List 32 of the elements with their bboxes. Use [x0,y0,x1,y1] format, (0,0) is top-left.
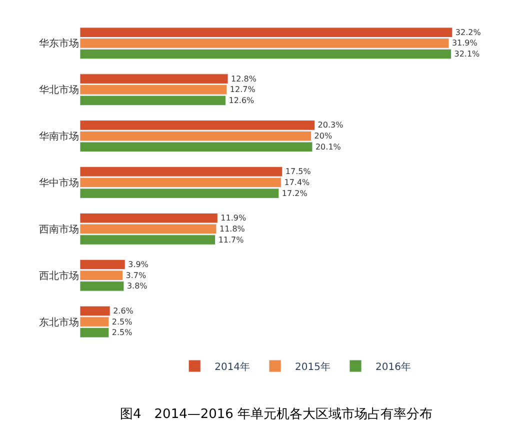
data-label: 20% [314,132,332,141]
data-label: 31.9% [452,38,478,48]
data-label: 2.6% [113,306,134,316]
data-label: 3.8% [126,282,148,291]
data-label: 3.7% [126,270,147,280]
y-tick-label: 东北市场 [39,316,79,328]
data-label: 20.1% [315,142,342,152]
data-label: 2.5% [112,317,133,326]
legend-label: 2014年 [214,360,250,373]
y-tick-label: 西北市场 [39,270,79,282]
data-label: 32.2% [455,28,482,37]
data-label: 11.9% [220,214,246,223]
y-tick-label: 华北市场 [39,84,79,96]
y-tick-label: 华中市场 [39,177,79,189]
caption: 图4 2014—2016 年单元机各大区域市场占有率分布 [120,406,433,422]
data-label: 12.8% [231,74,257,84]
y-tick-label: 华南市场 [39,130,79,143]
data-label: 32.1% [454,50,480,59]
y-tick-label: 华东市场 [39,38,79,50]
legend-label: 2016年 [376,360,411,373]
data-label: 17.4% [284,178,310,188]
data-label: 17.2% [282,188,308,198]
data-label: 12.6% [228,96,255,105]
data-label: 2.5% [112,328,133,338]
data-label: 11.8% [219,224,246,234]
data-label: 20.3% [318,120,344,130]
legend-label: 2015年 [295,360,331,373]
data-label: 12.7% [230,85,256,94]
data-label: 17.5% [285,167,312,176]
data-label: 11.7% [218,235,244,244]
y-tick-label: 西南市场 [39,223,79,236]
data-label: 3.9% [128,260,149,270]
